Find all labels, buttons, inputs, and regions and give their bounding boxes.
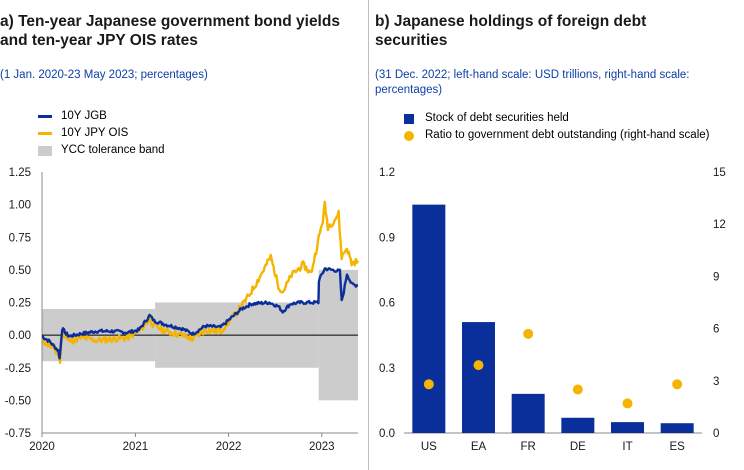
bar-it	[611, 422, 644, 433]
chart-a-x-tick-label: 2023	[309, 441, 335, 453]
chart-b-category-label: EA	[471, 441, 487, 453]
chart-a-y-tick-label: 1.25	[9, 167, 31, 179]
legend-band-label: YCC tolerance band	[61, 144, 165, 156]
panel-b-subtitle: (31 Dec. 2022; left-hand scale: USD tril…	[375, 68, 741, 98]
chart-b-bars	[412, 204, 694, 433]
chart-a-x-tick-label: 2021	[123, 441, 149, 453]
legend-ois-swatch	[38, 132, 52, 135]
chart-b-left-tick-label: 0.0	[379, 428, 395, 440]
chart-b-right-tick-label: 9	[713, 271, 719, 283]
chart-a-x-tick-label: 2022	[216, 441, 242, 453]
chart-a-y-tick-label: 1.00	[9, 200, 31, 212]
panel-b-title-line-2: securities	[375, 32, 448, 49]
legend-item-ois: 10Y JPY OIS	[38, 125, 165, 142]
chart-b-left-tick-label: 1.2	[379, 167, 395, 179]
dot-ea	[473, 360, 484, 371]
jgb-series-line	[41, 267, 359, 360]
chart-a-y-tick-label: 0.75	[9, 232, 31, 244]
legend-jgb-swatch	[38, 115, 52, 118]
panel-a-title: a) Ten-year Japanese government bond yie…	[0, 12, 366, 50]
chart-a-y-tick-label: -0.25	[5, 363, 31, 375]
legend-ratio-label: Ratio to government debt outstanding (ri…	[425, 129, 710, 141]
chart-b-category-label: ES	[669, 441, 685, 453]
chart-b-right-tick-label: 6	[713, 324, 719, 336]
chart-a-y-tick-label: -0.50	[5, 395, 31, 407]
dot-us	[423, 379, 434, 390]
panel-b-title: b) Japanese holdings of foreign debt sec…	[375, 12, 741, 50]
chart-a-y-tick-label: 0.00	[9, 330, 31, 342]
legend-band-swatch	[38, 145, 52, 156]
chart-b-category-label: US	[421, 441, 437, 453]
panel-a-subtitle: (1 Jan. 2020-23 May 2023; percentages)	[0, 69, 208, 81]
chart-b-category-label: DE	[570, 441, 586, 453]
dot-de	[572, 384, 583, 395]
chart-b-left-tick-label: 0.6	[379, 298, 395, 310]
chart-b-category-label: FR	[520, 441, 535, 453]
legend-jgb-label: 10Y JGB	[61, 110, 107, 122]
dot-es	[672, 379, 683, 390]
chart-a-y-tick-label: 0.50	[9, 265, 31, 277]
panel-b-subtitle-line-1: (31 Dec. 2022; left-hand scale: USD tril…	[375, 69, 690, 81]
bar-es	[660, 423, 694, 433]
legend-item-stock: Stock of debt securities held	[402, 110, 709, 127]
chart-b-tick-labels: 1.2 0.9 0.6 0.3 0.0 15 12 9 6 3 0 US EA FR DE IT ES	[379, 167, 726, 453]
legend-item-jgb: 10Y JGB	[38, 108, 165, 125]
legend-item-ratio: Ratio to government debt outstanding (ri…	[402, 127, 709, 144]
legend-stock-label: Stock of debt securities held	[425, 112, 569, 124]
chart-b-category-label: IT	[622, 441, 632, 453]
panel-a-legend: 10Y JGB 10Y JPY OIS YCC tolerance band	[38, 108, 165, 159]
chart-a-y-tick-label: -0.75	[5, 428, 31, 440]
legend-ratio-swatch	[404, 130, 414, 141]
panel-b-subtitle-line-2: percentages)	[375, 84, 443, 96]
chart-b-right-tick-label: 3	[713, 376, 719, 388]
chart-b-left-tick-label: 0.3	[379, 363, 395, 375]
panel-b-legend: Stock of debt securities held Ratio to g…	[402, 110, 709, 144]
ois-series-line	[41, 200, 360, 364]
legend-item-band: YCC tolerance band	[38, 142, 165, 159]
panel-a-title-line-1: a) Ten-year Japanese government bond yie…	[0, 13, 340, 30]
chart-b-right-tick-label: 12	[713, 219, 726, 231]
panel-b-title-line-1: b) Japanese holdings of foreign debt	[375, 13, 647, 30]
chart-b-dots	[423, 328, 683, 409]
bar-us	[412, 204, 446, 433]
legend-stock-swatch	[404, 113, 414, 124]
legend-ois-label: 10Y JPY OIS	[61, 127, 129, 139]
chart-b-left-tick-label: 0.9	[379, 232, 395, 244]
chart-a-x-tick-label: 2020	[29, 441, 55, 453]
bar-fr	[511, 393, 545, 433]
chart-a-series	[41, 200, 360, 364]
chart-a: 1.251.000.750.500.250.00-0.25-0.50-0.752…	[5, 167, 360, 453]
bar-ea	[462, 322, 495, 433]
bar-de	[561, 417, 595, 433]
chart-a-tick-labels: 1.251.000.750.500.250.00-0.25-0.50-0.752…	[5, 167, 335, 453]
dot-it	[622, 398, 633, 409]
dot-fr	[523, 328, 534, 339]
chart-b-right-tick-label: 0	[713, 428, 719, 440]
chart-b-right-tick-label: 15	[713, 167, 726, 179]
panel-a-title-line-2: and ten-year JPY OIS rates	[0, 32, 198, 49]
chart-a-y-tick-label: 0.25	[9, 298, 31, 310]
panel-divider	[368, 0, 369, 470]
